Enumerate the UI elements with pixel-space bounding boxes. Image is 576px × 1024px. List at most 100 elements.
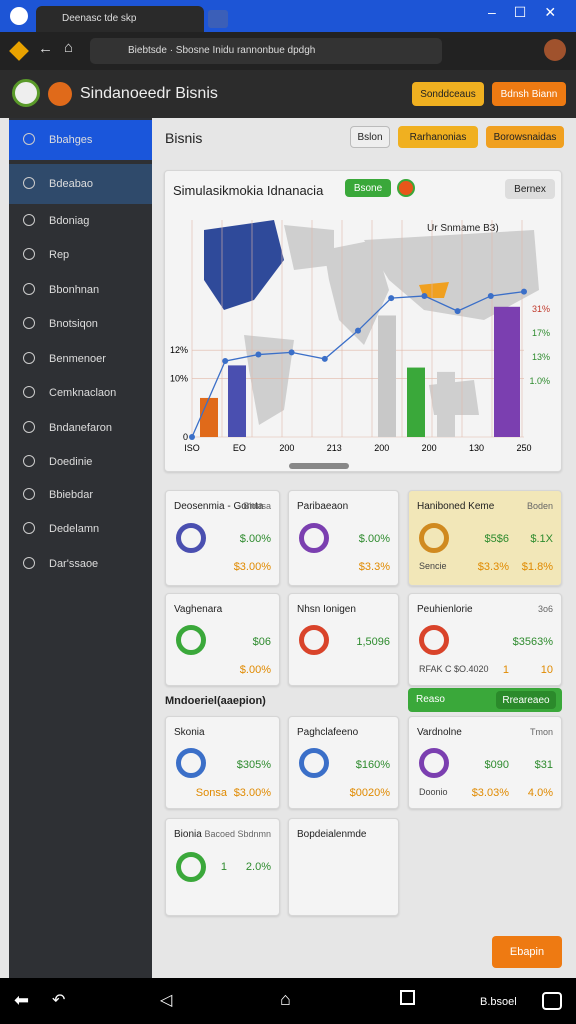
sidebar-item[interactable]: Benmenoer: [9, 344, 152, 374]
card-icon: [299, 523, 329, 553]
home[interactable]: ⌂: [64, 39, 74, 56]
sidebar-item[interactable]: Dedelamn: [9, 514, 152, 544]
section-button[interactable]: Reaso: [416, 694, 445, 705]
sidebar-item[interactable]: Doedinie: [9, 447, 152, 477]
nav-back[interactable]: ⬅: [14, 990, 30, 1010]
x-tick-label: 200: [374, 443, 389, 453]
sidebar-item[interactable]: Bdeabao: [9, 164, 152, 204]
bar: [407, 367, 425, 437]
line-point: [388, 295, 395, 302]
card-label: Sencie: [419, 561, 447, 571]
x-tick-label: 130: [469, 443, 484, 453]
sidebar-icon: [23, 317, 35, 329]
sidebar-item[interactable]: Bbahges: [9, 120, 152, 160]
logo-2: [48, 82, 72, 106]
browser-icon[interactable]: [10, 7, 28, 25]
sidebar-label: Dar'ssaoe: [49, 558, 99, 570]
card-value: $3.00%: [233, 787, 271, 799]
window-controls[interactable]: –☐✕: [488, 4, 575, 20]
nav-home[interactable]: ⌂: [280, 989, 291, 1009]
sidebar-item[interactable]: Bndanefaron: [9, 413, 152, 443]
line-point: [222, 358, 229, 365]
header-button[interactable]: Bdnsh Biann: [492, 82, 566, 106]
card-subtitle: Bionsa: [243, 501, 271, 511]
badge[interactable]: Bsone: [345, 179, 391, 197]
page-button[interactable]: Bslon: [350, 126, 390, 148]
card-value: $0020%: [349, 787, 390, 799]
tab[interactable]: Deenasc tde skp: [36, 6, 204, 32]
card: Vardnolne Tmon $090 $31 Doonio $3.03% 4.0%: [408, 716, 562, 809]
card-value: $.00%: [239, 533, 271, 545]
right-label: 13%: [532, 352, 550, 362]
card-icon: [176, 852, 206, 882]
sidebar-item[interactable]: Rep: [9, 240, 152, 270]
line-point: [288, 349, 295, 356]
sidebar-item[interactable]: Dar'ssaoe: [9, 549, 152, 579]
new-tab[interactable]: [208, 10, 228, 28]
card-icon: [176, 624, 206, 655]
card-title: Haniboned Keme: [417, 501, 495, 512]
line-point: [321, 355, 328, 362]
line-point: [421, 292, 428, 299]
back[interactable]: ←: [38, 40, 53, 57]
card-title: Vaghenara: [174, 604, 223, 615]
x-tick-label: 250: [516, 443, 531, 453]
nav-triangle[interactable]: ◁: [160, 992, 173, 1009]
badge-icon: [397, 179, 415, 197]
sidebar: Bbahges Bdeabao Bdoniag Rep Bbonhnan Bnotsiqo…: [9, 118, 152, 978]
sidebar-label: Cemknaclaon: [49, 387, 117, 399]
nav-icon[interactable]: [542, 992, 562, 1010]
sidebar-item[interactable]: Bbiebdar: [9, 480, 152, 510]
logo: [12, 79, 40, 107]
card-title: Nhsn Ionigen: [297, 604, 356, 615]
page-button[interactable]: Rarhanonias: [398, 126, 478, 148]
right-label: 17%: [532, 328, 550, 338]
profile[interactable]: [544, 39, 566, 61]
card-value: $3.3%: [477, 561, 509, 573]
card-icon: [419, 747, 449, 778]
card-value: $160%: [355, 759, 390, 771]
sidebar-item[interactable]: Bdoniag: [9, 206, 152, 236]
page-button[interactable]: Borowsnaidas: [486, 126, 564, 148]
sidebar-icon: [23, 352, 35, 364]
card-title: Deosenmia - Gomta: [174, 501, 264, 512]
card-value: $1.8%: [521, 561, 553, 573]
sidebar-item[interactable]: Bbonhnan: [9, 275, 152, 305]
card: Haniboned Keme Boden $5$6 $.1X Sencie $3.3% $1…: [408, 490, 562, 586]
card: Peuhienlorie 3o6 $3563% RFAK C $O.4020 1 10: [408, 593, 562, 686]
app-title: Sindanoeedr Bisnis: [80, 85, 218, 102]
map-region: [284, 225, 334, 270]
sidebar-icon: [23, 421, 35, 433]
sidebar-label: Bbonhnan: [49, 284, 100, 296]
section-button[interactable]: Rreareaeo: [496, 691, 556, 709]
sidebar-item[interactable]: Bnotsiqon: [9, 309, 152, 339]
card-value: $3.03%: [471, 787, 509, 799]
map-chart: 0 10% 12% ISO EO 200 213 200 200 130 250 31% 17% 13% 1…: [170, 220, 550, 453]
url-bar[interactable]: Biebtsde · Sbosne Inidu rannonbue dpdgh: [90, 38, 442, 64]
card: Nhsn Ionigen 1,5096: [288, 593, 399, 686]
x-tick-label: ISO: [184, 443, 200, 453]
map-region: [364, 230, 539, 320]
card-title: Peuhienlorie: [417, 604, 473, 615]
nav-undo[interactable]: ↶: [52, 992, 66, 1009]
map-region: [204, 220, 284, 310]
card-value: 1: [502, 664, 509, 676]
fab[interactable]: Ebapin: [492, 936, 562, 968]
card-title: Bionia: [174, 829, 202, 840]
extension-icon[interactable]: [9, 41, 29, 61]
card-title: Vardnolne: [417, 727, 462, 738]
header-button[interactable]: Sonddceaus: [412, 82, 484, 106]
sidebar-label: Bbiebdar: [49, 489, 94, 501]
sidebar-label: Bdeabao: [49, 178, 94, 190]
plot: 0 10% 12% ISO EO 200 213 200 200 130 250 31% 17% 13% 1…: [170, 220, 550, 453]
sidebar-label: Benmenoer: [49, 353, 106, 365]
x-tick-label: 200: [279, 443, 294, 453]
map-region: [324, 240, 389, 345]
scroll-indicator: [289, 463, 349, 469]
card-icon: [176, 523, 206, 553]
sidebar-item[interactable]: Cemknaclaon: [9, 378, 152, 408]
line-point: [454, 308, 461, 315]
nav-recent[interactable]: [400, 990, 415, 1005]
map-button[interactable]: Bernex: [505, 179, 555, 199]
card-value: $06: [252, 636, 271, 648]
